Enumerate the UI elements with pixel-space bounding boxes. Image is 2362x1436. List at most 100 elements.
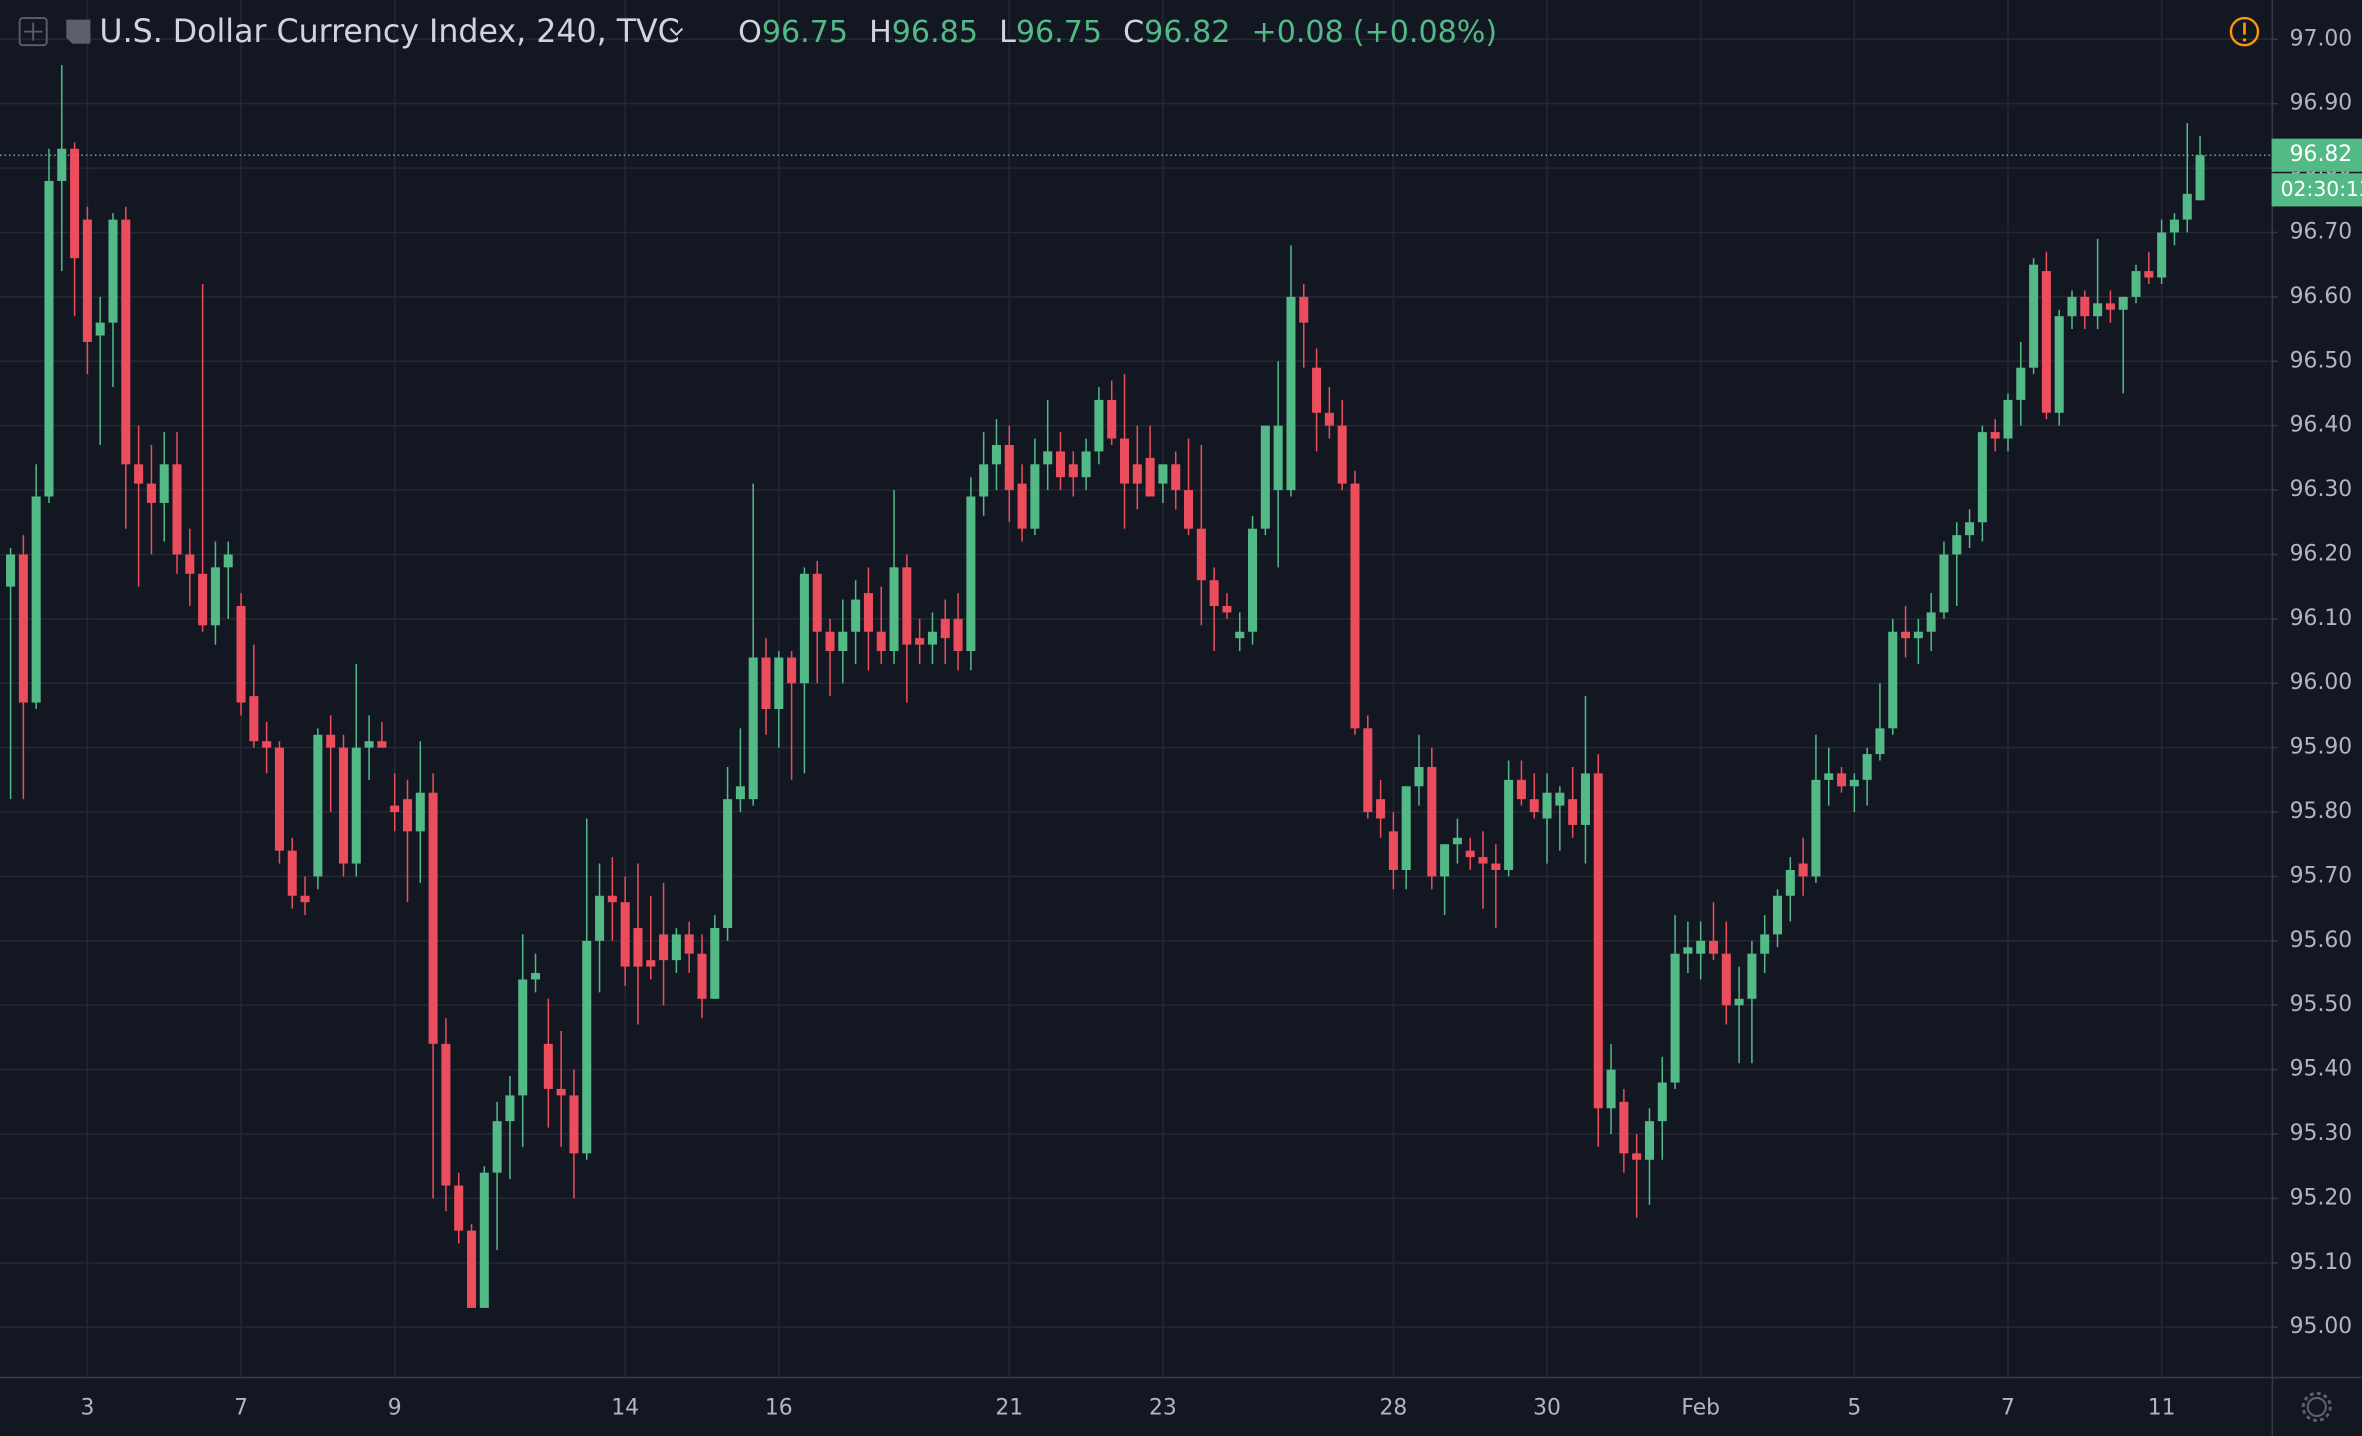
candle-body (198, 573, 208, 626)
warning-icon[interactable] (2229, 16, 2260, 47)
y-tick-label: 95.90 (2290, 735, 2353, 760)
candle-body (671, 934, 681, 961)
x-tick-label: 9 (388, 1395, 402, 1420)
y-tick-label: 96.00 (2290, 670, 2353, 695)
y-tick-label: 95.40 (2290, 1057, 2353, 1082)
candle-body (146, 483, 156, 503)
countdown-label: 02:30:13 (2281, 177, 2362, 201)
candle-body (70, 148, 80, 259)
candle-body (1798, 863, 1808, 877)
candle-body (1529, 799, 1539, 813)
candle-body (902, 567, 912, 645)
candle-body (1132, 464, 1142, 484)
x-tick-label: 14 (611, 1395, 639, 1420)
candle-body (1580, 773, 1590, 825)
candle-body (364, 741, 374, 748)
x-tick-label: 23 (1149, 1395, 1177, 1420)
candle-body (1427, 766, 1437, 877)
legend-key: L (999, 15, 1016, 50)
candle-body (1760, 934, 1770, 954)
add-symbol-icon[interactable] (18, 17, 48, 47)
candle-body (2131, 271, 2141, 297)
candle-body (326, 734, 336, 748)
candle-body (1734, 998, 1744, 1006)
candle-body (1312, 367, 1322, 413)
title-dropdown-icon[interactable] (669, 27, 684, 37)
candle-body (492, 1121, 502, 1173)
settings-icon[interactable] (2306, 1396, 2327, 1418)
x-tick-label: 5 (1847, 1395, 1861, 1420)
x-tick-label: 7 (234, 1395, 248, 1420)
y-tick-label: 96.10 (2290, 606, 2353, 631)
candle-body (390, 805, 400, 813)
candle-body (236, 605, 246, 703)
last-price-box (2271, 138, 2362, 172)
candle-body (812, 573, 822, 632)
candle-body (851, 599, 861, 632)
candle-body (402, 799, 413, 832)
candle-body (518, 979, 528, 1096)
y-tick-label: 96.30 (2290, 477, 2353, 502)
candle-body (1171, 464, 1181, 491)
candle-body (1811, 779, 1821, 877)
warning-icon-dot (2242, 38, 2247, 42)
candle-body (351, 747, 361, 864)
candle-body (684, 934, 694, 954)
candle-body (1683, 947, 1693, 954)
candle-body (1235, 631, 1245, 639)
candle-body (82, 219, 92, 342)
chart-title[interactable]: U.S. Dollar Currency Index, 240, TVC (99, 14, 679, 50)
candles (0, 65, 2272, 1308)
candle-body (1939, 554, 1949, 613)
candle-body (1081, 451, 1091, 478)
candle-body (2041, 271, 2051, 413)
candle-body (172, 464, 182, 555)
candle-body (991, 444, 1001, 465)
candle-body (1491, 863, 1501, 870)
candle-body (1644, 1121, 1654, 1160)
candle-body (1478, 857, 1488, 864)
candle-body (6, 554, 16, 587)
legend-change-percent: (+0.08%) (1353, 15, 1497, 50)
candle-body (1004, 444, 1014, 491)
candle-body (441, 1043, 451, 1186)
candle-body (1772, 895, 1783, 935)
candle-body (2080, 296, 2090, 317)
candle-body (1875, 728, 1885, 755)
x-tick-label: 28 (1380, 1395, 1408, 1420)
candle-body (953, 618, 963, 652)
candle-body (1248, 528, 1258, 632)
candle-body (979, 464, 989, 497)
y-tick-label: 96.90 (2290, 91, 2353, 116)
legend-change: +0.08 (1251, 15, 1343, 50)
candle-body (2105, 303, 2115, 310)
candle-body (338, 747, 348, 864)
candle-body (774, 657, 784, 710)
candle-body (1721, 953, 1731, 1006)
candle-body (159, 464, 169, 503)
candle-body (582, 940, 592, 1154)
candle-body (1747, 953, 1757, 999)
x-tick-label: 11 (2148, 1395, 2176, 1420)
candle-body (1696, 940, 1706, 954)
candle-body (1913, 631, 1923, 639)
candle-body (543, 1043, 553, 1089)
candle-body (57, 148, 67, 181)
candle-body (1849, 779, 1859, 787)
candle-body (838, 631, 848, 652)
candle-body (966, 496, 976, 652)
candle-body (1337, 425, 1347, 484)
candle-body (1670, 953, 1680, 1083)
candle-body (1158, 464, 1168, 484)
candle-body (1363, 728, 1373, 813)
candle-body (1965, 522, 1975, 536)
candle-body (940, 618, 950, 639)
candle-body (313, 734, 323, 877)
candle-body (95, 322, 105, 336)
candle-body (1440, 844, 1450, 877)
candle-body (121, 219, 131, 465)
candle-body (889, 567, 899, 652)
candle-body (287, 850, 297, 896)
